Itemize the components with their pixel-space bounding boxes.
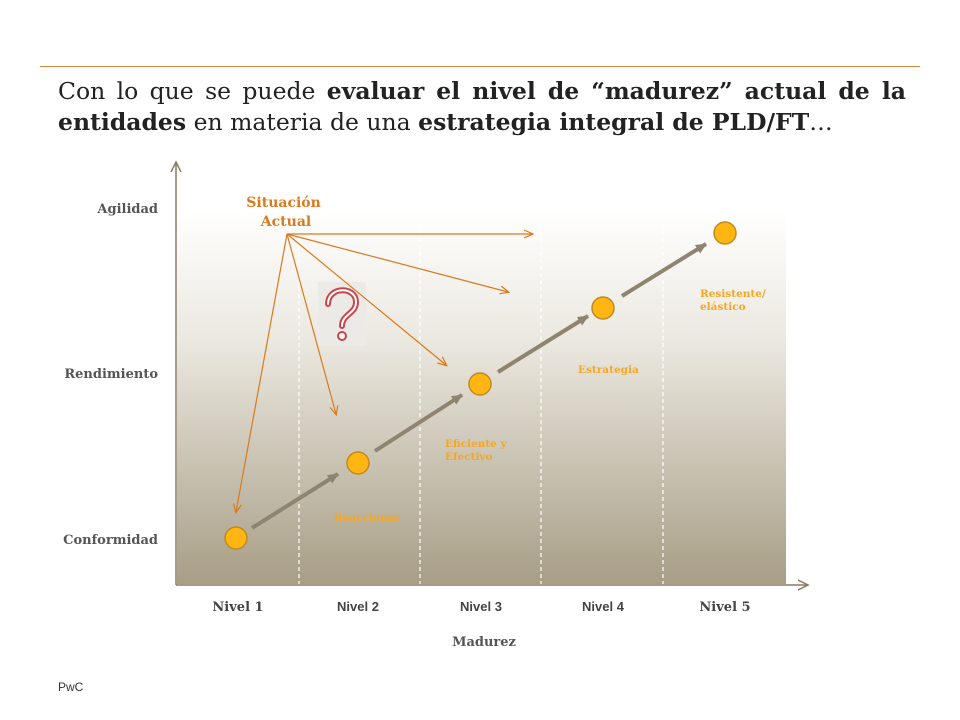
current-situation-label: Situación Actual bbox=[246, 195, 325, 230]
x-label-nivel-1: Nivel 1 bbox=[212, 600, 263, 615]
page-title: Con lo que se puede evaluar el nivel de … bbox=[58, 77, 906, 136]
progression-arrow-2 bbox=[373, 393, 464, 453]
x-label-nivel-2: Nivel 2 bbox=[337, 599, 379, 614]
progression-arrows bbox=[250, 242, 708, 530]
situation-arrow-2 bbox=[286, 233, 336, 414]
x-label-nivel-5: Nivel 5 bbox=[699, 600, 750, 615]
stage-label-eficiente: Eficiente y Efectivo bbox=[445, 438, 510, 463]
footer-brand: PwC bbox=[58, 680, 84, 694]
stage-label-estrategia: Estrategia bbox=[578, 364, 639, 376]
node-nivel-2 bbox=[346, 451, 370, 475]
situation-arrows bbox=[236, 234, 532, 512]
y-label-agilidad: Agilidad bbox=[96, 202, 158, 217]
x-axis-title: Madurez bbox=[452, 635, 516, 650]
stage-label-resistente: Resistente/ elástico bbox=[700, 288, 769, 313]
level-separators bbox=[298, 210, 664, 584]
situation-arrow-4 bbox=[286, 233, 508, 292]
y-label-rendimiento: Rendimiento bbox=[64, 367, 158, 382]
background-panel bbox=[177, 210, 786, 584]
node-nivel-5 bbox=[713, 221, 737, 245]
situation-arrow-1 bbox=[236, 233, 288, 512]
x-label-nivel-4: Nivel 4 bbox=[582, 599, 625, 614]
y-label-conformidad: Conformidad bbox=[63, 533, 158, 548]
progression-arrow-3 bbox=[496, 314, 590, 374]
node-nivel-1 bbox=[224, 526, 248, 550]
progression-arrow-4 bbox=[620, 242, 708, 298]
node-nivel-3 bbox=[468, 372, 492, 396]
situation-arrow-3 bbox=[286, 233, 446, 365]
stage-label-reaccionar: Reaccionar bbox=[334, 512, 400, 524]
current-situation-line-1: Situación bbox=[246, 195, 321, 211]
progression-arrow-1 bbox=[250, 472, 340, 530]
question-mark-icon bbox=[318, 282, 366, 346]
header-rule bbox=[40, 66, 920, 67]
maturity-nodes bbox=[224, 221, 737, 550]
node-nivel-4 bbox=[591, 296, 615, 320]
current-situation-line-2: Actual bbox=[260, 214, 311, 230]
x-label-nivel-3: Nivel 3 bbox=[460, 599, 502, 614]
